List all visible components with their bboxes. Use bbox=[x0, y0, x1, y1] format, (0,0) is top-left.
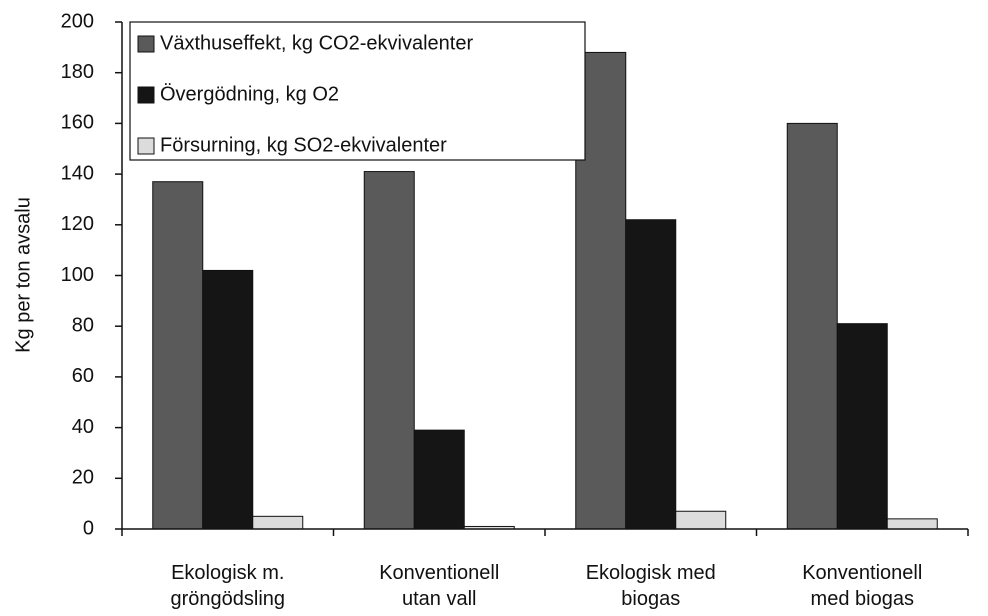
legend-swatch bbox=[137, 35, 155, 53]
bar bbox=[786, 122, 838, 530]
bar bbox=[202, 269, 254, 530]
bar bbox=[625, 219, 677, 530]
x-tick-label: Ekologisk med biogas bbox=[586, 562, 716, 610]
legend-swatch bbox=[137, 86, 155, 104]
y-tick-label: 180 bbox=[61, 61, 94, 83]
bar bbox=[152, 181, 204, 530]
y-tick-label: 120 bbox=[61, 213, 94, 235]
y-tick-label: 40 bbox=[72, 416, 94, 438]
bar bbox=[363, 171, 415, 530]
bar bbox=[413, 429, 465, 530]
legend-label: Växthuseffekt, kg CO2-ekvivalenter bbox=[160, 32, 473, 54]
y-tick-label: 0 bbox=[83, 517, 94, 539]
x-tick-label: Konventionell med biogas bbox=[802, 562, 922, 610]
legend-label: Försurning, kg SO2-ekvivalenter bbox=[160, 134, 447, 156]
y-tick-label: 80 bbox=[72, 314, 94, 336]
y-tick-label: 100 bbox=[61, 264, 94, 286]
x-tick-label: Ekologisk m. gröngödsling bbox=[170, 562, 285, 610]
legend-swatch bbox=[137, 137, 155, 155]
y-axis-label: Kg per ton avsalu bbox=[12, 197, 34, 353]
bar bbox=[886, 518, 938, 530]
bar bbox=[252, 515, 304, 530]
y-tick-label: 200 bbox=[61, 10, 94, 32]
y-tick-label: 60 bbox=[72, 365, 94, 387]
legend-label: Övergödning, kg O2 bbox=[160, 83, 339, 105]
y-tick-label: 160 bbox=[61, 112, 94, 134]
y-tick-label: 20 bbox=[72, 467, 94, 489]
bar bbox=[836, 323, 888, 530]
y-tick-label: 140 bbox=[61, 162, 94, 184]
legend-box bbox=[129, 21, 586, 161]
bar bbox=[675, 510, 727, 530]
x-tick-label: Konventionell utan vall bbox=[379, 562, 499, 610]
